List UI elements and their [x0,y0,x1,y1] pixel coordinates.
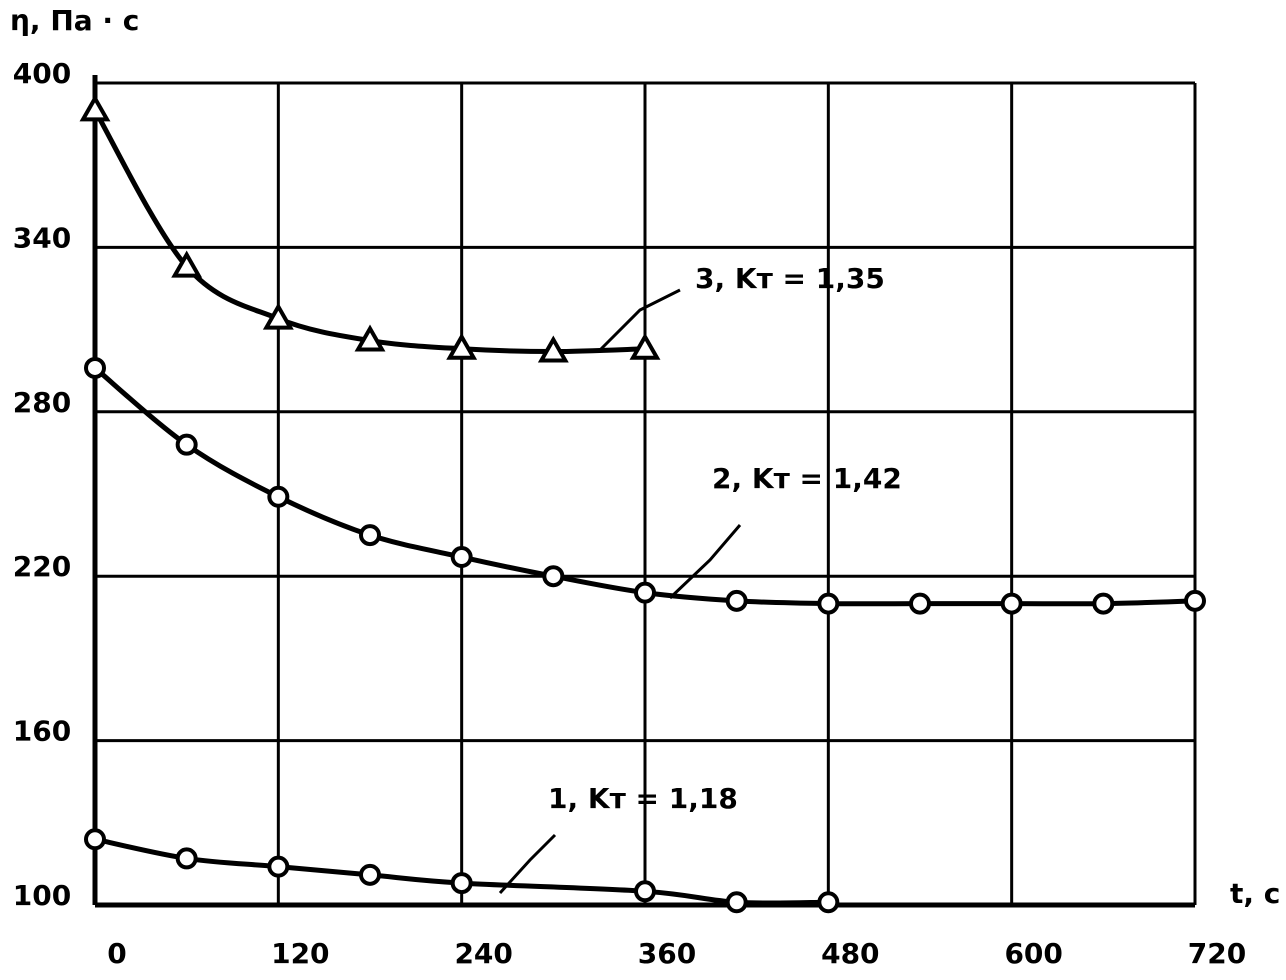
x-tick-label: 720 [1188,937,1246,970]
point [446,332,478,360]
y-tick-label: 400 [13,57,71,90]
x-tick-label: 600 [1004,937,1062,970]
series-label: 2, Kт = 1,42 [712,462,902,495]
x-tick-label: 120 [271,937,329,970]
point [267,485,290,508]
point [634,581,656,604]
leader-line [598,288,681,352]
point [267,855,290,878]
point [1092,592,1115,615]
series-label: 3, Kт = 1,35 [695,262,885,295]
point [817,592,840,615]
point [450,546,473,569]
point [262,302,294,330]
point [634,880,656,903]
leader-line [668,524,742,600]
point [359,524,381,547]
y-tick-label: 160 [13,715,71,748]
point [542,565,565,588]
point [175,847,198,870]
x-tick-label: 360 [638,937,696,970]
y-tick-label: 340 [13,221,71,254]
point [354,324,386,352]
x-tick-label: 240 [454,937,512,970]
y-axis-label: η, Па · с [10,4,139,37]
series-line [94,836,829,906]
x-tick-label: 480 [821,937,879,970]
point [725,589,748,612]
point [909,592,931,615]
point [84,356,106,379]
point [171,250,203,278]
point [725,891,748,914]
point [629,332,661,360]
y-tick-label: 220 [13,550,71,583]
y-tick-label: 100 [13,879,71,912]
x-axis-label: t, с [1230,877,1280,910]
point [450,872,473,895]
series-line [92,109,646,355]
point [359,863,381,886]
point [84,828,106,851]
point [79,94,111,122]
point [537,335,569,363]
x-tick-label: 0 [107,937,126,970]
point [175,433,198,456]
y-tick-label: 280 [13,386,71,419]
point [817,891,840,914]
series-label: 1, Kт = 1,18 [548,782,738,815]
leader-line [498,833,557,895]
point [1184,589,1206,612]
point [1000,592,1023,615]
